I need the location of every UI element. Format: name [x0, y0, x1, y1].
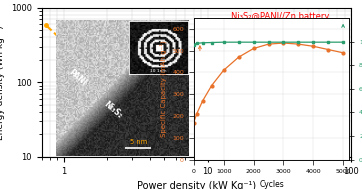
X-axis label: Power density (kW Kg⁻¹): Power density (kW Kg⁻¹) — [137, 181, 256, 189]
Text: 5 nm: 5 nm — [130, 139, 147, 145]
X-axis label: Cycles: Cycles — [259, 180, 284, 189]
Y-axis label: Energy density (Wh kg⁻¹): Energy density (Wh kg⁻¹) — [0, 25, 5, 140]
Text: PANI: PANI — [67, 67, 88, 87]
Y-axis label: Specific Capacity (mAh g⁻¹): Specific Capacity (mAh g⁻¹) — [159, 40, 167, 137]
Text: 10 1nm: 10 1nm — [150, 69, 167, 73]
Text: Ni₃S₂@PANI//Zn battery: Ni₃S₂@PANI//Zn battery — [231, 12, 329, 21]
Text: Ni₃S₂: Ni₃S₂ — [102, 99, 125, 120]
